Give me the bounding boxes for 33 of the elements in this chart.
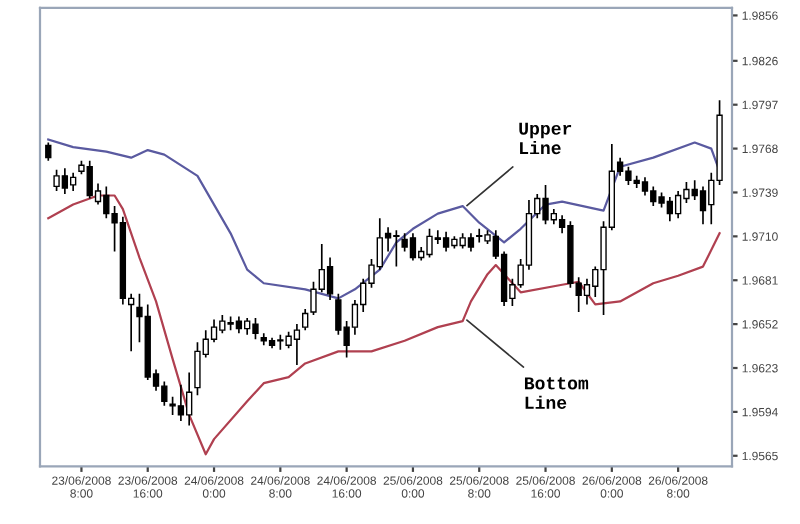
candlestick xyxy=(86,159,93,200)
candlestick xyxy=(326,256,334,301)
candlestick xyxy=(53,168,60,192)
candlestick xyxy=(674,190,682,220)
candlestick xyxy=(393,229,400,268)
candlestick xyxy=(666,196,674,223)
candlestick xyxy=(293,323,301,366)
candlestick xyxy=(426,227,433,259)
candlestick xyxy=(641,176,649,197)
candlestick xyxy=(169,395,176,416)
candlestick xyxy=(61,167,69,195)
candlestick xyxy=(409,232,417,262)
candlestick xyxy=(252,317,259,341)
candlestick xyxy=(625,165,632,186)
candlestick xyxy=(476,227,483,244)
candlestick xyxy=(177,383,185,422)
annotation: Bottom Line xyxy=(524,377,589,409)
candlestick xyxy=(650,185,657,207)
candlestick xyxy=(583,277,591,306)
candlestick xyxy=(69,171,77,192)
annotation: Upper Line xyxy=(519,122,572,155)
candlestick xyxy=(103,185,110,220)
candlestick xyxy=(45,141,52,162)
candlestick xyxy=(302,308,309,332)
candlestick xyxy=(699,185,707,226)
candlestick xyxy=(401,232,408,253)
candlestick xyxy=(219,314,226,335)
candlestick xyxy=(442,230,450,253)
candlestick xyxy=(542,184,549,226)
candlestick xyxy=(185,371,193,427)
candlestick xyxy=(194,341,201,397)
candlestick xyxy=(161,380,168,407)
candlestick xyxy=(467,232,475,253)
